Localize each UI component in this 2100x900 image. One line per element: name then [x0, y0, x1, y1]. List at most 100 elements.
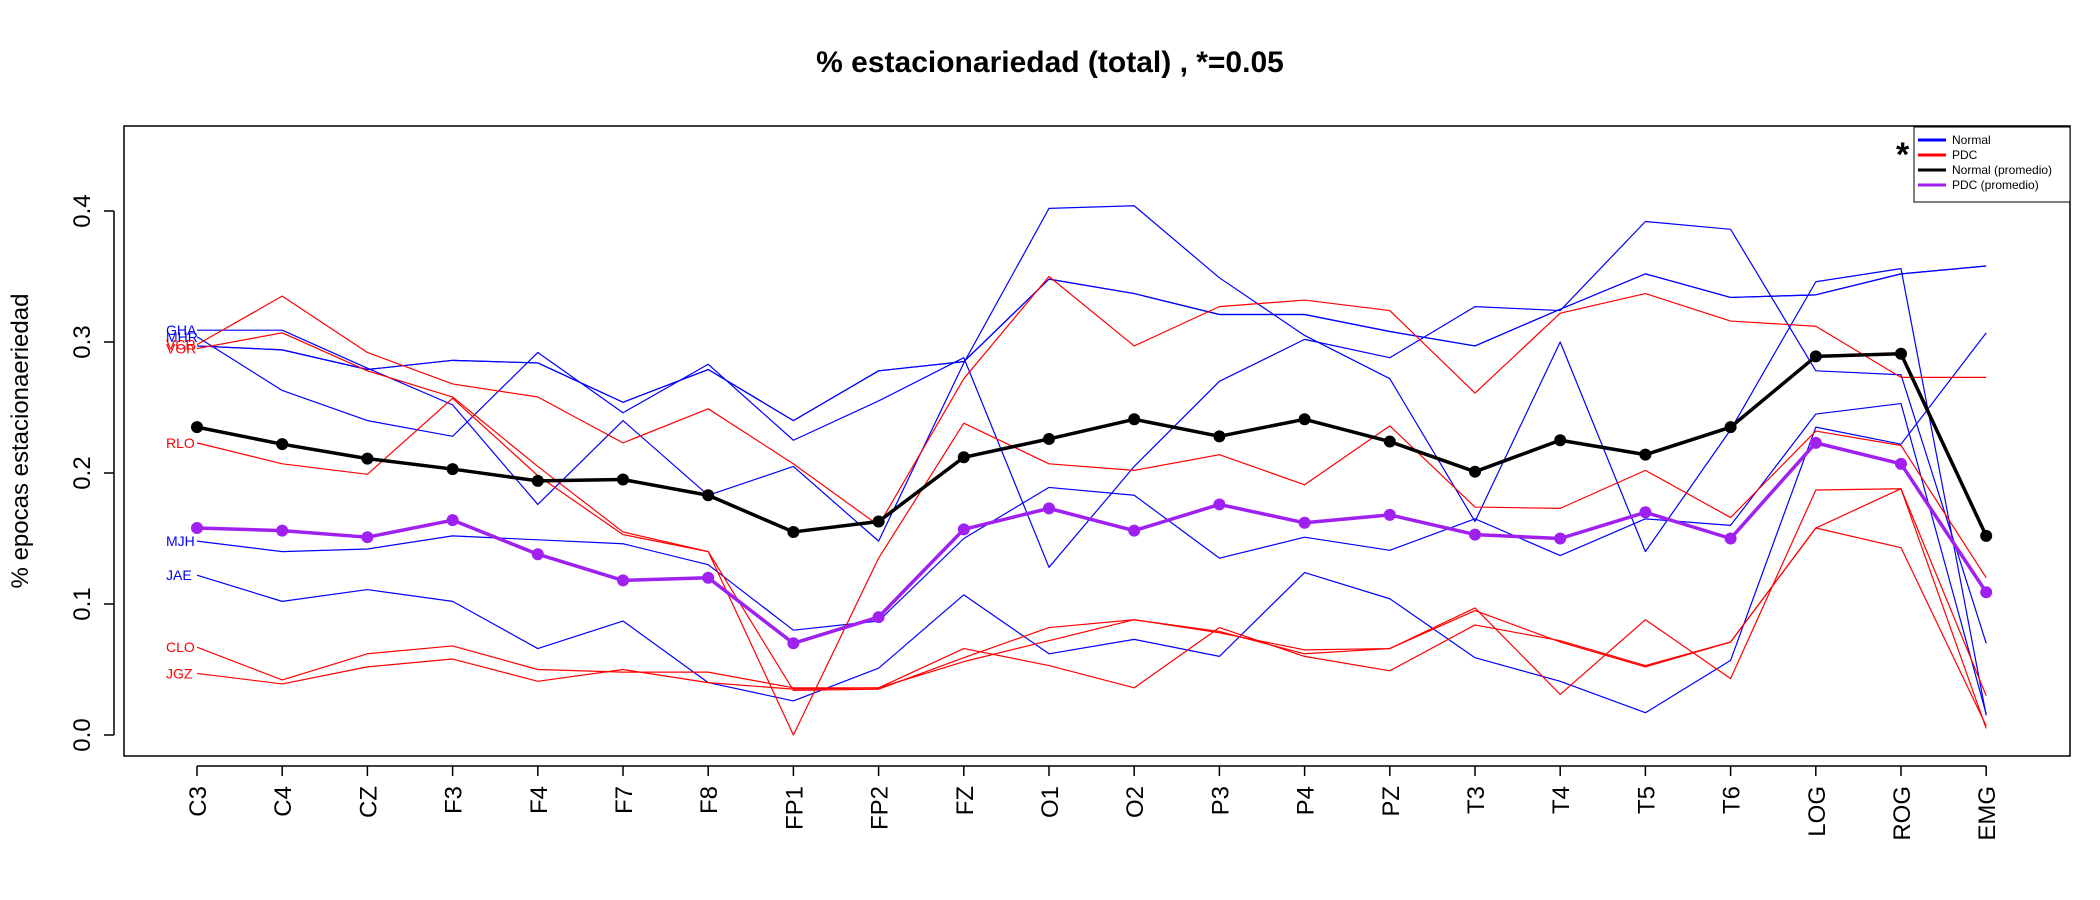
- average-point: [1213, 498, 1226, 511]
- average-line: [196, 441, 1988, 646]
- subject-line: [196, 220, 1987, 644]
- legend-label: PDC: [1952, 148, 1978, 162]
- x-tick-label: T6: [1719, 786, 1746, 814]
- y-axis-label: % epocas estacionaeriedad: [7, 294, 34, 589]
- subject-line: [196, 275, 1987, 527]
- series-label: JAE: [166, 567, 192, 583]
- average-point: [702, 571, 715, 584]
- subject-line: [196, 488, 1987, 696]
- x-tick-label: CZ: [355, 786, 382, 818]
- average-point: [1639, 448, 1652, 461]
- x-axis: C3 C4 CZ F3 F4 F7 F8 FP1 FP2 FZ O1 O2 P3 P4 PZ T3 T4 T5 T6…: [185, 765, 2001, 841]
- average-point: [1809, 436, 1822, 449]
- average-point: [191, 522, 203, 535]
- x-tick-label: F4: [526, 786, 553, 814]
- legend-marker: *: [1896, 136, 1910, 174]
- average-point: [276, 438, 289, 451]
- average-point: [1724, 532, 1737, 545]
- x-tick-label: F8: [696, 786, 723, 814]
- subject-line: [196, 265, 1987, 422]
- average-point: [531, 474, 544, 487]
- subject-line: [196, 332, 1987, 736]
- series-label: VOR: [166, 341, 196, 357]
- subject-line: [196, 265, 1987, 422]
- average-point: [617, 574, 629, 587]
- average-point: [872, 515, 885, 528]
- x-tick-label: P3: [1207, 786, 1234, 815]
- average-point: [446, 514, 459, 527]
- average-point: [787, 525, 800, 538]
- subject-line: [196, 332, 1987, 714]
- average-point: [1043, 502, 1055, 515]
- x-tick-label: T3: [1463, 786, 1490, 814]
- average-point: [1554, 532, 1567, 545]
- x-tick-label: FP2: [867, 786, 894, 830]
- legend-label: PDC (promedio): [1952, 178, 2039, 192]
- average-point: [1724, 421, 1737, 434]
- x-tick-label: FZ: [952, 786, 979, 815]
- subject-line: [196, 527, 1987, 727]
- series-label: RLO: [166, 435, 195, 451]
- average-point: [1383, 508, 1396, 521]
- series-label: GHA: [166, 322, 197, 338]
- average-point: [531, 548, 544, 561]
- x-tick-label: C3: [185, 786, 212, 817]
- average-point: [361, 531, 374, 544]
- y-tick-label: 0.4: [69, 194, 96, 227]
- average-point: [957, 523, 970, 536]
- x-tick-label: T5: [1633, 786, 1660, 814]
- x-tick-label: F7: [611, 786, 638, 814]
- average-point: [872, 611, 885, 624]
- y-tick-label: 0.1: [69, 587, 96, 620]
- x-tick-label: PZ: [1378, 786, 1405, 817]
- average-point: [1213, 430, 1226, 443]
- chart-title: % estacionariedad (total) , *=0.05: [816, 46, 1284, 79]
- average-point: [1298, 516, 1311, 529]
- average-point: [191, 421, 203, 434]
- y-tick-label: 0.0: [69, 718, 96, 751]
- x-tick-label: O2: [1122, 786, 1149, 818]
- subject-line: [196, 402, 1987, 715]
- x-tick-label: ROG: [1889, 786, 1916, 841]
- average-point: [617, 473, 629, 486]
- average-point: [1639, 506, 1652, 519]
- average-point: [1298, 413, 1311, 426]
- series-lines: [196, 205, 1988, 736]
- average-point: [276, 524, 289, 537]
- subject-line: [196, 397, 1987, 729]
- average-point: [1554, 434, 1567, 447]
- average-point: [361, 452, 374, 465]
- y-axis: 0.0 0.1 0.2 0.3 0.4: [69, 194, 115, 752]
- average-point: [1383, 435, 1396, 448]
- legend-label: Normal: [1952, 133, 1991, 147]
- average-point: [702, 489, 715, 502]
- average-point: [1043, 432, 1055, 445]
- legend-label: Normal (promedio): [1952, 163, 2052, 177]
- y-tick-label: 0.2: [69, 456, 96, 489]
- y-tick-label: 0.3: [69, 325, 96, 358]
- series-label: CLO: [166, 639, 195, 655]
- average-point: [1895, 457, 1907, 470]
- x-tick-label: C4: [270, 786, 297, 817]
- average-point: [1128, 413, 1141, 426]
- average-point: [957, 451, 970, 464]
- average-point: [1469, 465, 1481, 478]
- average-point: [1980, 586, 1993, 599]
- average-point: [1128, 524, 1141, 537]
- series-points: [191, 347, 1993, 650]
- x-tick-label: F3: [441, 786, 468, 814]
- average-point: [787, 637, 800, 650]
- series-label: JGZ: [166, 665, 193, 681]
- average-point: [1809, 350, 1822, 363]
- average-point: [1469, 528, 1481, 541]
- average-point: [1980, 529, 1993, 542]
- x-tick-label: P4: [1293, 786, 1320, 815]
- subject-line: [197, 205, 1987, 716]
- x-tick-label: LOG: [1804, 786, 1831, 837]
- average-point: [446, 463, 459, 476]
- average-point: [1895, 347, 1907, 360]
- x-tick-label: FP1: [781, 786, 808, 830]
